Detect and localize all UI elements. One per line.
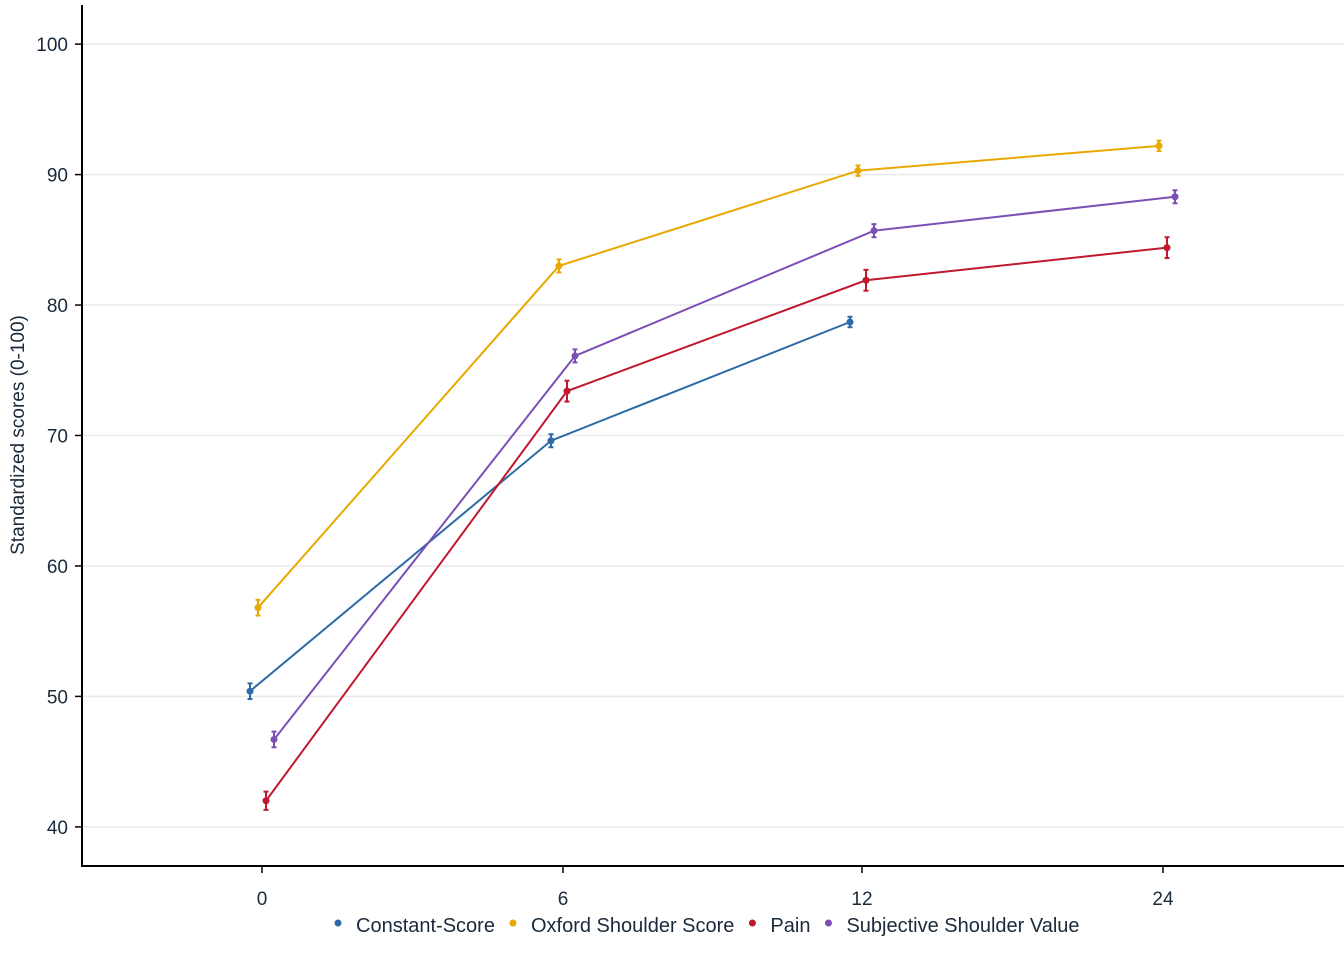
series-line xyxy=(249,321,851,692)
legend-item: Subjective Shoulder Value xyxy=(824,915,1080,937)
data-point xyxy=(555,262,563,270)
data-point xyxy=(1171,193,1179,201)
legend-marker xyxy=(509,919,517,927)
data-point xyxy=(1163,244,1171,252)
y-tick-label: 100 xyxy=(36,35,68,56)
data-point xyxy=(246,687,254,695)
data-point xyxy=(270,735,278,743)
y-tick-label: 60 xyxy=(47,557,68,578)
y-tick-label: 80 xyxy=(47,296,68,317)
x-tick-label: 12 xyxy=(851,889,872,910)
data-point xyxy=(254,604,262,612)
data-point xyxy=(846,318,854,326)
series-line xyxy=(273,195,1176,741)
legend: Constant-Score Oxford Shoulder Score Pain S… xyxy=(334,915,1080,937)
legend-marker xyxy=(824,919,832,927)
legend-marker xyxy=(748,919,756,927)
data-point xyxy=(870,227,878,235)
y-tick-label: 50 xyxy=(47,687,68,708)
data-point xyxy=(862,276,870,284)
legend-label: Subjective Shoulder Value xyxy=(846,915,1079,937)
legend-item: Oxford Shoulder Score xyxy=(509,915,734,937)
x-ticks: 0 6 12 24 xyxy=(257,866,1174,910)
legend-item: Pain xyxy=(748,915,810,937)
series-oxford-shoulder-score xyxy=(254,139,1163,617)
series-group xyxy=(246,139,1179,811)
data-point xyxy=(563,387,571,395)
series-subjective-shoulder-value xyxy=(270,189,1179,749)
grid-lines xyxy=(83,43,1344,828)
data-point xyxy=(571,352,579,360)
x-tick-label: 24 xyxy=(1152,889,1174,910)
legend-label: Oxford Shoulder Score xyxy=(531,915,734,937)
legend-label: Constant-Score xyxy=(356,915,495,937)
y-axis-title: Standardized scores (0-100) xyxy=(8,315,29,555)
data-point xyxy=(854,167,862,175)
series-pain xyxy=(262,236,1171,811)
legend-item: Constant-Score xyxy=(334,915,495,937)
x-tick-label: 0 xyxy=(257,889,268,910)
series-constant-score xyxy=(246,315,854,701)
series-line xyxy=(257,144,1160,609)
legend-marker xyxy=(334,919,342,927)
data-point xyxy=(1155,142,1163,150)
x-tick-label: 6 xyxy=(558,889,569,910)
data-point xyxy=(262,797,270,805)
y-tick-label: 40 xyxy=(47,818,68,839)
series-line xyxy=(265,246,1168,802)
data-point xyxy=(547,437,555,445)
legend-label: Pain xyxy=(770,915,810,937)
y-tick-label: 90 xyxy=(47,166,68,187)
y-ticks: 40 50 60 70 80 90 100 xyxy=(36,35,82,839)
y-tick-label: 70 xyxy=(47,427,68,448)
